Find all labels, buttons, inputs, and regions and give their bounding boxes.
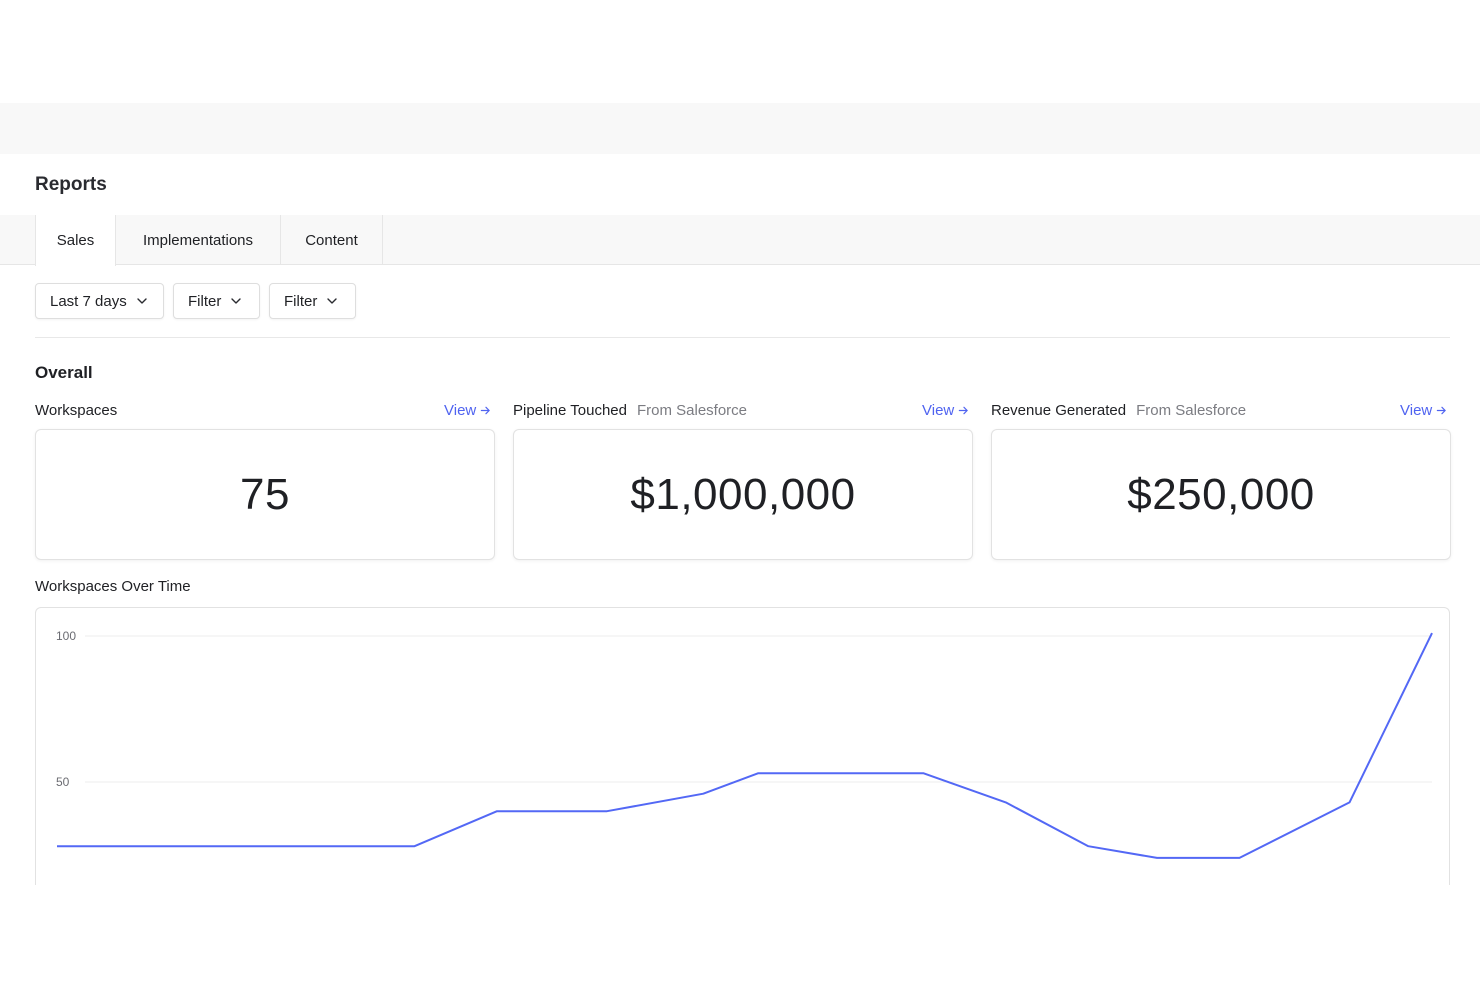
divider: [35, 337, 1450, 338]
metric-source: From Salesforce: [636, 401, 748, 419]
metric-value: 75: [240, 469, 290, 519]
workspaces-line-chart: 100 50: [56, 629, 1433, 859]
y-tick-label: 50: [56, 775, 70, 789]
chevron-down-icon: [137, 298, 147, 304]
metric-label: Workspaces: [35, 401, 118, 419]
chart-title: Workspaces Over Time: [35, 578, 191, 595]
filter-label-1: Filter: [188, 292, 222, 310]
view-pipeline-link[interactable]: View: [922, 400, 969, 420]
chevron-down-icon: [327, 298, 338, 304]
date-range-label: Last 7 days: [50, 292, 127, 310]
metric-value: $1,000,000: [630, 469, 856, 519]
filter-dropdown-2[interactable]: Filter: [269, 283, 356, 319]
chevron-down-icon: [231, 298, 242, 304]
filter-label-2: Filter: [284, 292, 318, 310]
metric-header-workspaces: Workspaces: [35, 400, 117, 420]
tab-implementations[interactable]: Implementations: [116, 215, 281, 265]
series-line: [57, 632, 1433, 859]
page-title: Reports: [35, 174, 107, 195]
arrow-right-icon: [481, 406, 491, 414]
top-band: [0, 103, 1480, 154]
metric-card-revenue: $250,000: [991, 429, 1451, 560]
y-tick-label: 100: [56, 629, 76, 643]
metric-header-revenue: Revenue Generated From Salesforce: [991, 400, 1246, 420]
metric-label: Pipeline Touched: [513, 401, 627, 419]
metric-header-pipeline: Pipeline Touched From Salesforce: [513, 400, 747, 420]
arrow-right-icon: [959, 406, 969, 414]
view-revenue-link[interactable]: View: [1400, 400, 1447, 420]
metric-label: Revenue Generated: [991, 401, 1127, 419]
tab-sales[interactable]: Sales: [35, 215, 116, 266]
section-title-overall: Overall: [35, 363, 93, 382]
metric-card-pipeline: $1,000,000: [513, 429, 973, 560]
arrow-right-icon: [1437, 406, 1447, 414]
view-workspaces-link[interactable]: View: [444, 400, 491, 420]
view-link-label: View: [1400, 401, 1433, 419]
date-range-dropdown[interactable]: Last 7 days: [35, 283, 164, 319]
chart-card: 100 50: [35, 607, 1450, 885]
metric-source: From Salesforce: [1136, 401, 1247, 419]
view-link-label: View: [922, 401, 955, 419]
filter-dropdown-1[interactable]: Filter: [173, 283, 260, 319]
tabs-bar: Sales Implementations Content: [0, 215, 1480, 266]
tab-content[interactable]: Content: [281, 215, 383, 265]
metric-card-workspaces: 75: [35, 429, 495, 560]
view-link-label: View: [444, 401, 477, 419]
metric-value: $250,000: [1127, 469, 1315, 519]
